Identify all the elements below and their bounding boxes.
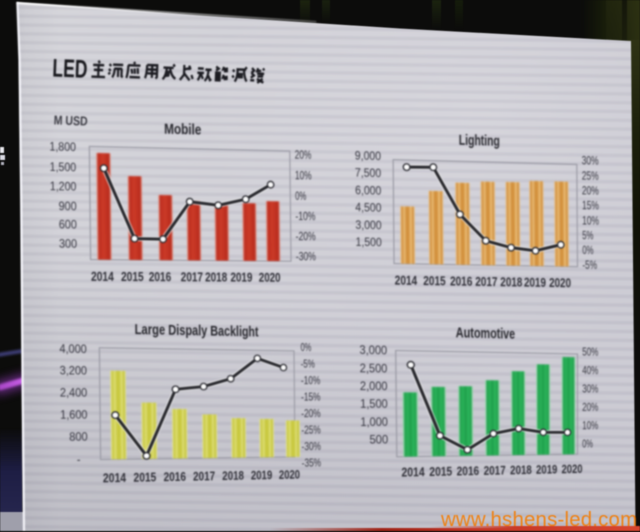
svg-text:1,000: 1,000: [360, 415, 388, 428]
svg-text:-20%: -20%: [301, 407, 321, 420]
svg-text:2,400: 2,400: [60, 386, 87, 399]
svg-text:9,000: 9,000: [355, 149, 381, 163]
svg-text:-: -: [77, 453, 81, 466]
svg-text:2020: 2020: [279, 468, 300, 482]
svg-text:2017: 2017: [181, 270, 203, 285]
svg-text:5%: 5%: [582, 229, 593, 243]
svg-text:-5%: -5%: [301, 358, 315, 371]
svg-text:300: 300: [59, 237, 77, 251]
svg-text:-30%: -30%: [296, 250, 316, 263]
svg-text:3,200: 3,200: [60, 364, 88, 378]
svg-text:900: 900: [59, 199, 77, 213]
svg-text:3,000: 3,000: [355, 218, 381, 232]
svg-text:600: 600: [59, 218, 77, 232]
svg-text:2014: 2014: [91, 269, 114, 284]
svg-text:2,500: 2,500: [360, 361, 388, 375]
svg-text:2015: 2015: [423, 274, 446, 289]
svg-text:2014: 2014: [395, 273, 418, 288]
svg-text:0%: 0%: [295, 189, 306, 202]
svg-text:2019: 2019: [524, 275, 546, 290]
svg-text:50%: 50%: [582, 346, 598, 359]
svg-text:-10%: -10%: [295, 209, 315, 223]
svg-text:1,600: 1,600: [60, 408, 87, 421]
svg-text:2018: 2018: [510, 464, 532, 478]
svg-text:2015: 2015: [429, 465, 452, 479]
svg-text:2015: 2015: [133, 470, 156, 484]
svg-text:1,500: 1,500: [360, 397, 388, 410]
svg-text:2017: 2017: [193, 469, 215, 483]
svg-text:20%: 20%: [295, 148, 312, 162]
svg-text:2017: 2017: [475, 274, 497, 289]
svg-text:800: 800: [69, 430, 88, 443]
svg-text:2016: 2016: [457, 465, 480, 479]
svg-text:2016: 2016: [149, 270, 172, 285]
svg-text:-15%: -15%: [301, 391, 321, 404]
svg-text:2020: 2020: [259, 270, 281, 284]
svg-text:2018: 2018: [205, 270, 228, 285]
svg-text:15%: 15%: [582, 199, 599, 213]
svg-text:0%: 0%: [301, 341, 312, 354]
svg-text:2018: 2018: [222, 469, 244, 483]
svg-text:7,500: 7,500: [355, 166, 381, 180]
svg-text:40%: 40%: [582, 364, 598, 377]
svg-text:3,000: 3,000: [359, 343, 387, 357]
svg-text:2014: 2014: [103, 471, 127, 486]
svg-text:2016: 2016: [163, 470, 186, 484]
svg-text:Lighting: Lighting: [459, 132, 500, 150]
svg-text:-25%: -25%: [301, 424, 321, 437]
svg-text:10%: 10%: [295, 169, 312, 183]
svg-text:20%: 20%: [582, 401, 598, 413]
svg-text:2019: 2019: [230, 270, 252, 285]
svg-text:Automotive: Automotive: [456, 324, 516, 342]
svg-text:2,000: 2,000: [360, 379, 388, 393]
svg-text:Mobile: Mobile: [164, 121, 202, 138]
svg-text:-5%: -5%: [582, 258, 597, 272]
svg-text:4,000: 4,000: [59, 342, 87, 356]
svg-text:Large Dispaly Backlight: Large Dispaly Backlight: [135, 322, 259, 340]
svg-text:1,500: 1,500: [356, 235, 382, 249]
svg-text:1,500: 1,500: [50, 160, 77, 174]
svg-text:500: 500: [369, 433, 388, 446]
svg-text:2018: 2018: [500, 275, 523, 290]
svg-text:2019: 2019: [251, 468, 273, 482]
svg-text:-10%: -10%: [301, 374, 321, 387]
svg-text:25%: 25%: [582, 169, 599, 183]
svg-text:30%: 30%: [582, 383, 598, 396]
svg-text:1,800: 1,800: [49, 140, 76, 154]
svg-text:30%: 30%: [582, 154, 599, 168]
svg-text:2020: 2020: [562, 463, 583, 477]
svg-text:-30%: -30%: [301, 440, 321, 453]
svg-text:2015: 2015: [121, 269, 144, 284]
svg-text:20%: 20%: [582, 184, 599, 198]
svg-text:0%: 0%: [582, 243, 593, 257]
svg-text:2019: 2019: [536, 464, 557, 478]
svg-text:10%: 10%: [582, 214, 599, 228]
svg-text:2017: 2017: [484, 464, 506, 478]
svg-text:2014: 2014: [401, 466, 425, 480]
svg-text:2020: 2020: [549, 276, 571, 291]
svg-text:LED: LED: [52, 54, 88, 83]
svg-text:10%: 10%: [582, 419, 598, 431]
svg-text:-20%: -20%: [296, 229, 316, 243]
svg-text:6,000: 6,000: [355, 183, 381, 197]
svg-text:1,200: 1,200: [50, 180, 77, 194]
svg-text:0%: 0%: [582, 438, 593, 450]
svg-text:2016: 2016: [450, 274, 472, 289]
svg-text:-35%: -35%: [302, 457, 322, 470]
svg-text:4,500: 4,500: [355, 201, 381, 215]
